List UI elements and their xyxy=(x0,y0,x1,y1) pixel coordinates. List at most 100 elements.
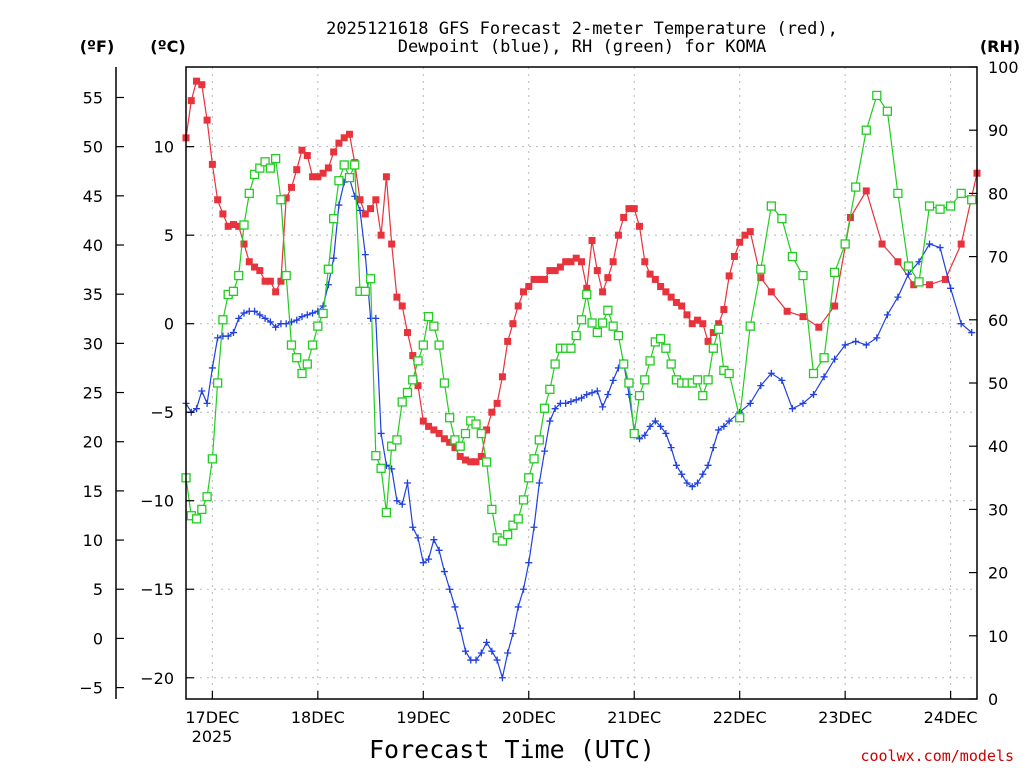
rh-point xyxy=(539,403,550,413)
temperature-point xyxy=(630,205,638,213)
temperature-point xyxy=(757,274,765,282)
rh-tick-label: 30 xyxy=(988,500,1008,519)
dewpoint-point xyxy=(224,332,232,340)
rh-point xyxy=(191,514,202,524)
dewpoint-point xyxy=(715,426,723,434)
dewpoint-point xyxy=(704,461,712,469)
temperature-point xyxy=(330,148,338,156)
dewpoint-point xyxy=(725,417,733,425)
temperature-point xyxy=(799,313,807,321)
temperature-point xyxy=(957,240,965,248)
temperature-point xyxy=(667,293,675,301)
temperature-point xyxy=(314,173,322,181)
unit-fahrenheit: (ºF) xyxy=(80,37,115,56)
dewpoint-point xyxy=(193,405,201,413)
temperature-point xyxy=(783,307,791,315)
rh-point xyxy=(724,368,734,379)
dewpoint-point xyxy=(525,559,533,567)
rh-point xyxy=(497,536,508,546)
dewpoint-point xyxy=(493,656,501,664)
temperature-point xyxy=(694,316,702,324)
fahrenheit-tick-label: 5 xyxy=(93,580,103,599)
temperature-point xyxy=(709,329,717,337)
rh-point xyxy=(566,343,576,353)
temperature-point xyxy=(525,283,533,291)
rh-point xyxy=(329,214,339,224)
dewpoint-point xyxy=(398,500,406,508)
temperature-point xyxy=(509,320,517,328)
temperature-point xyxy=(815,323,823,331)
rh-point xyxy=(276,195,286,205)
rh-point xyxy=(534,435,544,445)
temperature-point xyxy=(746,228,754,236)
rh-point xyxy=(397,397,407,407)
rh-tick-label: 10 xyxy=(988,627,1008,646)
rh-point xyxy=(429,321,439,331)
temperature-point xyxy=(483,426,491,434)
dewpoint-point xyxy=(377,429,385,437)
dewpoint-point xyxy=(873,334,881,342)
rh-point xyxy=(197,504,207,515)
x-tick-label: 20DEC xyxy=(502,708,556,727)
temperature-point xyxy=(193,77,201,85)
rh-point xyxy=(360,286,370,297)
temperature-point xyxy=(651,275,659,283)
rh-point xyxy=(829,267,840,278)
temperature-point xyxy=(309,173,317,181)
rh-point xyxy=(851,182,861,192)
dewpoint-point xyxy=(409,523,417,531)
temperature-point xyxy=(277,277,285,285)
dewpoint-point xyxy=(372,314,380,322)
temperature-point xyxy=(593,267,601,275)
rh-point xyxy=(313,321,323,331)
temperature-point xyxy=(530,275,538,283)
temperature-point xyxy=(287,183,295,191)
temperature-point xyxy=(409,352,417,360)
temperature-point xyxy=(588,236,596,244)
series-line-temperature xyxy=(185,80,978,463)
rh-tick-label: 50 xyxy=(988,374,1008,393)
rh-point xyxy=(545,384,555,394)
rh-point xyxy=(634,390,645,401)
rh-point xyxy=(270,153,281,164)
dewpoint-point xyxy=(904,270,912,278)
temperature-point xyxy=(356,196,364,204)
rh-point xyxy=(265,163,276,173)
rh-point xyxy=(239,220,249,230)
x-tick-label: 24DEC xyxy=(924,708,978,727)
rh-point xyxy=(787,251,798,262)
rh-point xyxy=(292,353,302,363)
temperature-point xyxy=(614,231,622,239)
x-tick-label: 21DEC xyxy=(607,708,661,727)
temperature-point xyxy=(625,205,633,213)
dewpoint-point xyxy=(261,314,269,322)
temperature-point xyxy=(578,258,585,266)
dewpoint-point xyxy=(657,422,665,430)
x-tick-label: 22DEC xyxy=(713,708,767,727)
series-line-dewpoint xyxy=(185,177,973,678)
rh-tick-label: 70 xyxy=(988,248,1008,267)
temperature-point xyxy=(514,302,522,310)
dewpoint-point xyxy=(688,483,696,491)
temperature-point xyxy=(704,337,712,345)
temperature-point xyxy=(446,438,454,446)
dewpoint-point xyxy=(699,470,707,478)
celsius-tick-label: 0 xyxy=(164,315,174,334)
series-temperature xyxy=(182,77,981,466)
dewpoint-point xyxy=(472,656,480,664)
rh-point xyxy=(318,308,328,319)
rh-point xyxy=(207,454,218,464)
fahrenheit-tick-label: 30 xyxy=(83,334,103,353)
rh-point xyxy=(708,343,718,353)
fahrenheit-tick-label: 45 xyxy=(83,187,103,206)
rh-point xyxy=(703,375,713,385)
series-dewpoint xyxy=(182,175,976,682)
rh-point xyxy=(745,321,755,331)
dewpoint-point xyxy=(541,447,549,455)
rh-point xyxy=(576,315,587,325)
dewpoint-point xyxy=(530,523,538,531)
rh-point xyxy=(608,321,618,331)
temperature-point xyxy=(535,275,543,283)
fahrenheit-tick-label: 35 xyxy=(83,285,103,304)
